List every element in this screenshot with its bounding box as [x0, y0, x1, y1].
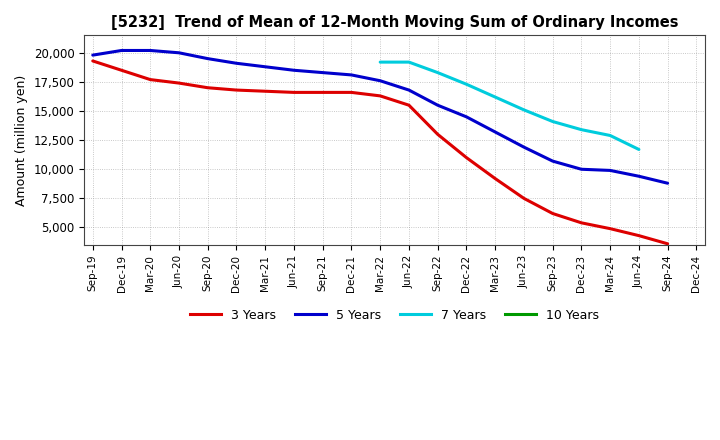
5 Years	[117, 48, 126, 53]
3 Years	[318, 90, 327, 95]
7 Years	[606, 133, 614, 138]
3 Years	[289, 90, 298, 95]
5 Years	[663, 180, 672, 186]
5 Years	[433, 103, 442, 108]
5 Years	[549, 158, 557, 164]
5 Years	[89, 52, 97, 58]
5 Years	[261, 64, 269, 70]
3 Years	[376, 93, 384, 99]
Legend: 3 Years, 5 Years, 7 Years, 10 Years: 3 Years, 5 Years, 7 Years, 10 Years	[185, 304, 604, 327]
3 Years	[462, 155, 471, 160]
3 Years	[577, 220, 586, 225]
Line: 7 Years: 7 Years	[380, 62, 639, 150]
5 Years	[577, 167, 586, 172]
3 Years	[261, 88, 269, 94]
5 Years	[491, 129, 500, 135]
3 Years	[549, 211, 557, 216]
Line: 5 Years: 5 Years	[93, 51, 667, 183]
7 Years	[634, 147, 643, 152]
5 Years	[232, 61, 240, 66]
3 Years	[520, 196, 528, 201]
5 Years	[175, 50, 184, 55]
7 Years	[491, 95, 500, 100]
7 Years	[433, 70, 442, 75]
3 Years	[89, 59, 97, 64]
5 Years	[347, 72, 356, 77]
5 Years	[318, 70, 327, 75]
3 Years	[117, 68, 126, 73]
5 Years	[289, 68, 298, 73]
5 Years	[606, 168, 614, 173]
5 Years	[634, 174, 643, 179]
7 Years	[577, 127, 586, 132]
3 Years	[491, 176, 500, 181]
3 Years	[405, 103, 413, 108]
3 Years	[175, 81, 184, 86]
5 Years	[376, 78, 384, 84]
3 Years	[232, 88, 240, 93]
3 Years	[204, 85, 212, 90]
3 Years	[606, 226, 614, 231]
5 Years	[520, 144, 528, 150]
Y-axis label: Amount (million yen): Amount (million yen)	[15, 74, 28, 206]
3 Years	[634, 233, 643, 238]
3 Years	[146, 77, 155, 82]
5 Years	[204, 56, 212, 61]
7 Years	[462, 81, 471, 87]
3 Years	[663, 241, 672, 246]
7 Years	[520, 107, 528, 113]
7 Years	[376, 59, 384, 65]
Line: 3 Years: 3 Years	[93, 61, 667, 244]
5 Years	[405, 88, 413, 93]
7 Years	[549, 119, 557, 124]
5 Years	[462, 114, 471, 120]
5 Years	[146, 48, 155, 53]
Title: [5232]  Trend of Mean of 12-Month Moving Sum of Ordinary Incomes: [5232] Trend of Mean of 12-Month Moving …	[111, 15, 678, 30]
3 Years	[433, 132, 442, 137]
3 Years	[347, 90, 356, 95]
7 Years	[405, 59, 413, 65]
